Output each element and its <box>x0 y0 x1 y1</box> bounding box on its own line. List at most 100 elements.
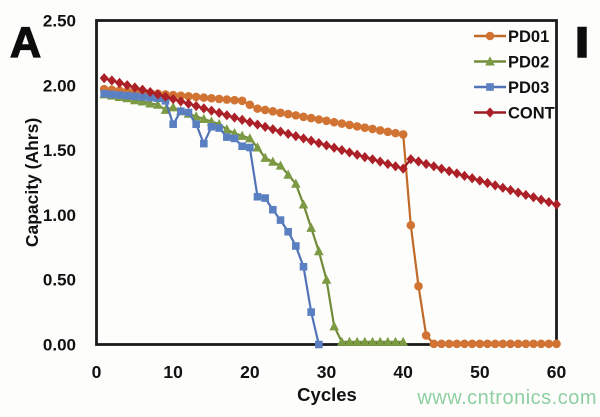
data-point-marker <box>283 128 293 139</box>
data-point-marker <box>360 336 370 346</box>
data-point-marker <box>283 169 293 179</box>
data-point-marker <box>344 336 355 346</box>
data-point-marker <box>199 103 209 114</box>
data-point-marker <box>237 96 247 106</box>
panel-label: A <box>10 19 41 67</box>
legend-label-PD02: PD02 <box>508 54 549 72</box>
data-point-marker <box>269 205 277 214</box>
data-point-marker <box>406 154 416 165</box>
data-point-marker <box>176 96 186 107</box>
data-point-marker <box>291 131 301 142</box>
data-point-marker <box>214 94 224 104</box>
data-point-marker <box>391 161 400 172</box>
y-tick-label: 1.50 <box>43 141 76 160</box>
data-point-marker <box>383 127 393 137</box>
data-point-marker <box>368 124 377 134</box>
data-point-marker <box>536 339 546 349</box>
data-point-marker <box>406 220 416 230</box>
data-point-marker <box>191 92 201 102</box>
legend-label-CONT: CONT <box>508 105 555 123</box>
data-point-marker <box>276 216 285 224</box>
data-point-marker <box>222 95 232 104</box>
data-point-marker <box>130 82 140 93</box>
data-point-marker <box>529 192 538 203</box>
data-point-marker <box>552 199 561 210</box>
data-point-marker <box>153 89 163 100</box>
watermark: www.cntronics.com <box>416 387 597 409</box>
data-point-marker <box>306 222 316 232</box>
data-point-marker <box>107 75 117 86</box>
data-point-marker <box>299 262 308 271</box>
data-point-marker <box>253 104 262 113</box>
data-point-marker <box>245 117 255 128</box>
legend-entry-PD03: PD03 <box>474 79 549 97</box>
data-point-marker <box>108 90 116 99</box>
series-PD03 <box>100 89 323 349</box>
data-point-marker <box>253 192 262 201</box>
data-point-marker <box>421 158 431 170</box>
data-point-marker <box>100 89 108 98</box>
data-point-marker <box>521 339 531 349</box>
x-tick-label: 10 <box>163 362 183 382</box>
data-point-marker <box>260 105 270 115</box>
data-point-marker <box>460 170 469 181</box>
data-point-marker <box>352 336 362 346</box>
data-point-marker <box>168 93 178 105</box>
data-point-marker <box>199 93 209 102</box>
data-point-marker <box>184 108 193 117</box>
data-point-marker <box>498 339 508 349</box>
data-point-marker <box>322 116 331 126</box>
data-point-marker <box>299 112 308 122</box>
data-point-marker <box>222 110 232 121</box>
data-point-marker <box>337 336 347 346</box>
data-point-marker <box>245 100 255 110</box>
legend-label-PD03: PD03 <box>508 79 549 97</box>
data-point-marker <box>99 73 109 84</box>
y-tick-label: 0.50 <box>43 271 76 290</box>
data-point-marker <box>261 194 269 202</box>
data-point-marker <box>360 123 370 132</box>
data-point-marker <box>337 119 347 128</box>
data-point-marker <box>184 92 193 101</box>
data-point-marker <box>153 99 163 109</box>
legend-entry-PD01: PD01 <box>474 28 549 46</box>
data-point-marker <box>414 156 423 167</box>
data-point-marker <box>307 308 315 316</box>
data-point-marker <box>169 120 177 128</box>
data-point-marker <box>283 109 293 119</box>
data-point-marker <box>176 91 186 100</box>
series-line-PD02 <box>104 93 404 343</box>
data-point-marker <box>467 173 477 184</box>
data-point-marker <box>345 120 354 130</box>
data-point-marker <box>177 107 185 116</box>
data-point-marker <box>390 336 401 346</box>
data-point-marker <box>230 112 239 123</box>
data-point-marker <box>291 111 301 120</box>
data-point-marker <box>398 163 408 174</box>
data-point-marker <box>145 86 155 98</box>
data-point-marker <box>544 196 554 208</box>
data-point-marker <box>521 189 531 201</box>
data-point-marker <box>161 91 170 102</box>
data-point-marker <box>260 152 270 162</box>
data-point-marker <box>260 121 270 133</box>
data-point-marker <box>299 133 308 144</box>
x-tick-label: 30 <box>317 362 337 382</box>
data-point-marker <box>276 126 285 137</box>
data-point-marker <box>222 124 232 134</box>
data-point-marker <box>199 113 209 123</box>
data-point-marker <box>367 336 378 346</box>
data-point-marker <box>268 156 278 166</box>
data-point-marker <box>184 98 193 109</box>
data-point-marker <box>429 339 439 349</box>
data-point-marker <box>513 187 523 198</box>
data-point-marker <box>238 142 246 151</box>
data-point-marker <box>223 133 231 141</box>
data-point-marker <box>483 177 492 189</box>
data-point-marker <box>292 242 300 250</box>
data-point-marker <box>298 199 309 209</box>
x-tick-label: 60 <box>547 362 567 382</box>
data-point-marker <box>207 122 216 131</box>
data-point-marker <box>252 142 263 152</box>
